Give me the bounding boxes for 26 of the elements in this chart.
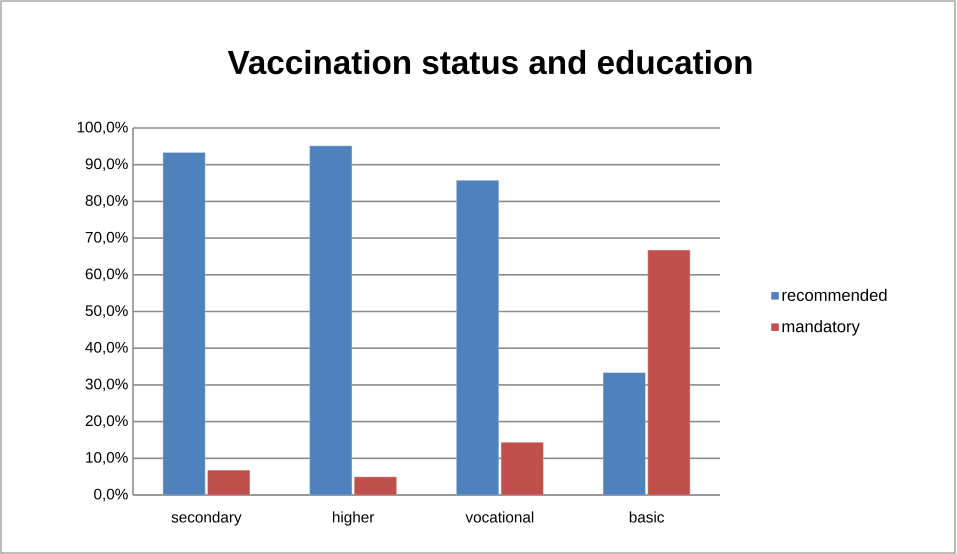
y-tick-label: 30,0% — [86, 378, 128, 392]
y-tick-label: 70,0% — [86, 232, 128, 244]
bar — [603, 372, 646, 495]
bar — [648, 250, 690, 495]
x-tick-label: vocational — [466, 511, 534, 523]
y-tick-label: 90,0% — [86, 158, 128, 172]
y-tick-label: 100,0% — [78, 122, 128, 134]
x-tick-label: basic — [630, 511, 664, 523]
y-tick-label: 60,0% — [86, 268, 128, 282]
x-tick-label: higher — [332, 511, 374, 526]
bar — [500, 442, 544, 495]
bar — [207, 470, 250, 495]
x-tick-label: secondary — [172, 511, 242, 526]
chart-title: Vaccination status and education — [228, 50, 752, 74]
legend-label: recommended — [782, 288, 886, 302]
bar — [354, 476, 397, 495]
y-tick-label: 50,0% — [86, 305, 128, 318]
legend-label: mandatory — [782, 320, 860, 336]
y-tick-label: 20,0% — [86, 415, 128, 428]
bar — [310, 146, 352, 495]
y-tick-label: 80,0% — [86, 195, 128, 208]
y-tick-label: 10,0% — [86, 452, 128, 465]
bar — [162, 152, 206, 495]
y-tick-label: 0,0% — [94, 488, 128, 502]
y-tick-label: 40,0% — [85, 342, 128, 355]
bar — [456, 180, 499, 495]
